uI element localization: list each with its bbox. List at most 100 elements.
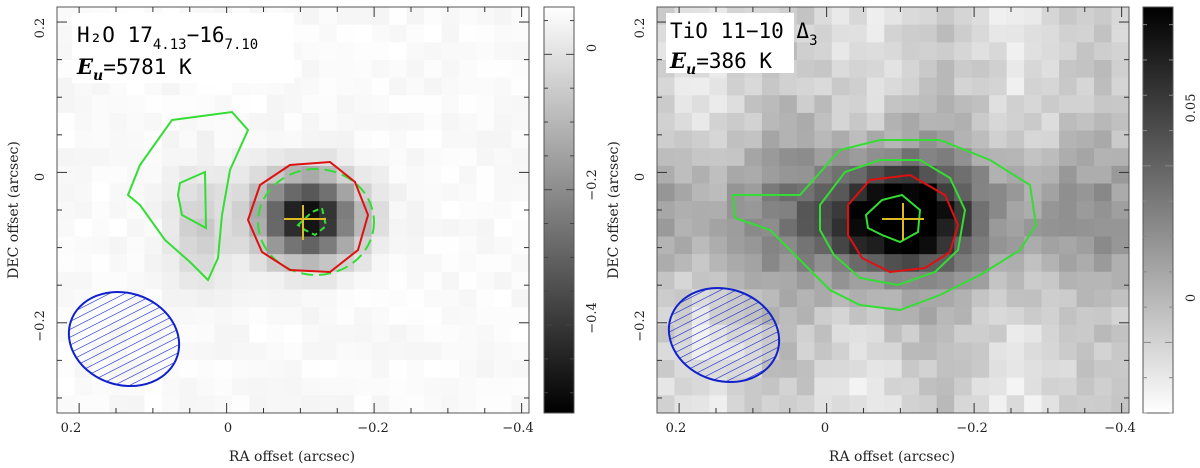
tio-pixel: [936, 77, 955, 96]
tio-pixel: [1041, 24, 1060, 43]
h2o-pixel: [424, 112, 443, 132]
tio-pixel: [989, 218, 1008, 238]
tio-pixel: [989, 289, 1008, 308]
h2o-pixel: [57, 112, 76, 132]
tio-colorbar: [1142, 6, 1174, 414]
tio-pixel: [1059, 254, 1078, 273]
tio-pixel: [866, 130, 885, 149]
h2o-pixel: [74, 377, 93, 396]
tio-pixel: [674, 395, 693, 413]
h2o-pixel: [231, 289, 250, 308]
h2o-pixel: [476, 201, 495, 220]
h2o-pixel: [511, 7, 529, 26]
tio-pixel: [814, 24, 833, 43]
tio-pixel: [1094, 42, 1113, 61]
h2o-pixel: [476, 377, 495, 396]
h2o-pixel: [161, 271, 180, 291]
h2o-pixel: [389, 289, 408, 308]
h2o-pixel: [459, 307, 478, 326]
h2o-pixel: [441, 201, 460, 220]
tio-pixel: [1024, 59, 1043, 79]
h2o-pixel: [389, 130, 408, 149]
h2o-pixel: [91, 218, 111, 238]
tio-pixel: [814, 236, 833, 255]
tio-pixel: [989, 77, 1008, 96]
tio-pixel: [1059, 148, 1078, 167]
tio-pixel: [1059, 201, 1078, 220]
tio-pixel: [884, 342, 903, 361]
h2o-pixel: [389, 148, 408, 167]
h2o-pixel: [249, 324, 268, 343]
tio-pixel: [814, 377, 833, 396]
tio-pixel: [691, 112, 711, 132]
tio-pixel: [971, 130, 990, 149]
tio-pixel: [989, 271, 1008, 291]
h2o-pixel: [249, 95, 268, 114]
h2o-pixel: [161, 165, 180, 185]
h2o-pixel: [441, 254, 460, 273]
h2o-pixel: [371, 236, 390, 255]
h2o-pixel: [214, 112, 233, 132]
h2o-pixel: [161, 183, 180, 202]
tio-pixel: [901, 342, 920, 361]
h2o-pixel: [284, 395, 303, 413]
tio-pixel: [1076, 236, 1095, 255]
h2o-pixel: [424, 42, 443, 61]
tio-pixel: [919, 59, 938, 79]
tio-pixel: [674, 218, 693, 238]
tio-pixel: [954, 395, 973, 413]
h2o-xtick-label: −0.4: [502, 421, 534, 436]
tio-pixel: [954, 165, 973, 185]
h2o-pixel: [284, 377, 303, 396]
tio-pixel: [744, 130, 763, 149]
h2o-ytick-label: 0.2: [33, 18, 48, 39]
tio-energy-label: Eu=386 K: [669, 48, 772, 78]
h2o-pixel: [196, 342, 215, 361]
tio-pixel: [1059, 395, 1078, 413]
tio-pixel: [831, 360, 850, 379]
h2o-colorbar-ticks: [544, 20, 574, 394]
tio-pixel: [1094, 218, 1113, 238]
tio-pixel: [761, 289, 780, 308]
h2o-pixel: [126, 201, 146, 220]
tio-pixel: [1041, 183, 1060, 202]
tio-pixel: [866, 42, 885, 61]
h2o-pixel: [424, 201, 443, 220]
h2o-pixel: [406, 289, 425, 308]
tio-pixel: [831, 377, 850, 396]
tio-pixel: [1024, 236, 1043, 255]
h2o-ylabel: DEC offset (arcsec): [6, 141, 22, 279]
h2o-pixel: [459, 236, 478, 255]
tio-pixel: [744, 254, 763, 273]
tio-pixel: [1094, 165, 1113, 185]
h2o-pixel: [406, 395, 425, 413]
tio-pixel: [1076, 183, 1095, 202]
h2o-pixel: [371, 324, 390, 343]
tio-pixel: [744, 148, 763, 167]
tio-pixel: [726, 148, 746, 167]
tio-image-pixels: [657, 7, 1129, 413]
h2o-pixel: [511, 236, 529, 255]
tio-pixel: [1111, 42, 1129, 61]
h2o-pixel: [494, 271, 513, 291]
h2o-pixel: [266, 324, 285, 343]
tio-pixel: [1111, 95, 1129, 114]
tio-pixel: [1024, 7, 1043, 26]
h2o-pixel: [231, 201, 250, 220]
h2o-pixel: [511, 271, 529, 291]
tio-pixel: [831, 342, 850, 361]
h2o-pixel: [284, 112, 303, 132]
h2o-pixel: [371, 271, 390, 291]
tio-pixel: [814, 218, 833, 238]
tio-pixel: [919, 7, 938, 26]
panel-h2o: 0.2 0 −0.2 −0.4 0.2 0 −0.2 RA offset (ar…: [6, 6, 600, 465]
tio-ytick-label: −0.2: [633, 310, 648, 342]
h2o-pixel: [336, 183, 355, 202]
tio-ylabel: DEC offset (arcsec): [606, 141, 622, 279]
h2o-pixel: [144, 165, 163, 185]
tio-pixel: [954, 360, 973, 379]
h2o-pixel: [371, 342, 390, 361]
h2o-pixel: [266, 95, 285, 114]
tio-pixel: [709, 77, 728, 96]
h2o-pixel: [406, 271, 425, 291]
